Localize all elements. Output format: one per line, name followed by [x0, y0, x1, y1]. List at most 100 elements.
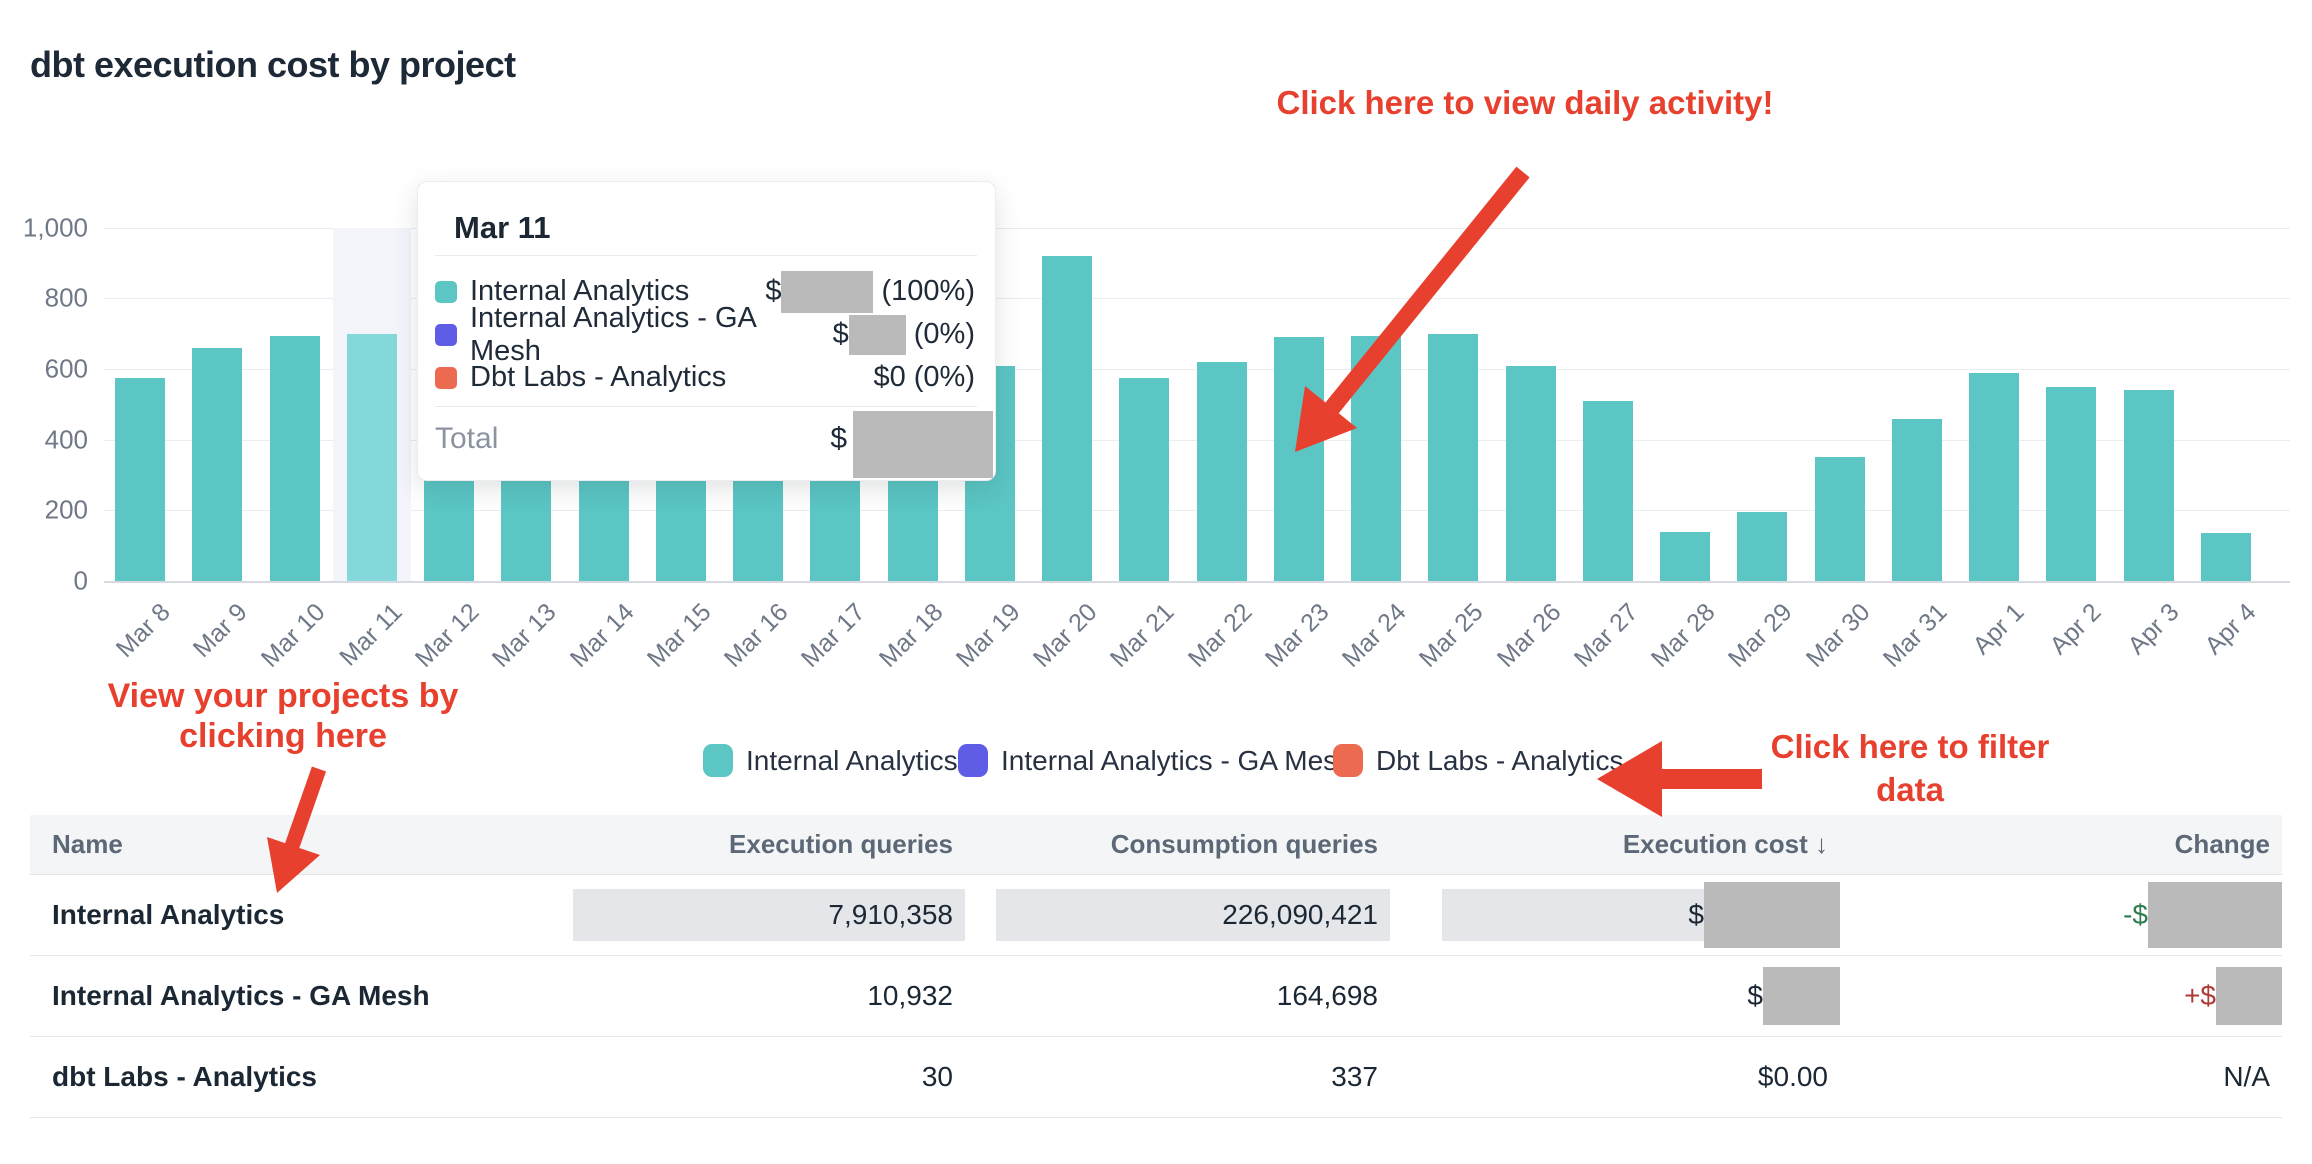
bar-Mar-20[interactable]: [1042, 256, 1092, 581]
bar-Mar-29[interactable]: [1737, 512, 1788, 581]
consumption-queries-cell: 337: [1331, 1061, 1378, 1092]
column-header-execution-cost[interactable]: Execution cost ↓: [1390, 829, 1840, 860]
annotation-filter-line2: data: [1876, 770, 1944, 808]
redacted-value: [1763, 967, 1840, 1025]
project-name-cell[interactable]: Internal Analytics: [52, 899, 285, 930]
x-axis-tick-label: Apr 1: [1967, 598, 2030, 661]
bar-Mar-28[interactable]: [1660, 531, 1710, 581]
bar-Mar-16[interactable]: [733, 478, 783, 581]
y-axis-tick-label: 800: [44, 282, 88, 313]
project-name-cell[interactable]: Internal Analytics - GA Mesh: [52, 980, 430, 1011]
tooltip-series-label: Internal Analytics: [470, 275, 690, 307]
bar-Mar-23[interactable]: [1273, 337, 1324, 581]
bar-Mar-12[interactable]: [424, 478, 474, 581]
gridline: [104, 227, 2290, 229]
y-axis-tick-label: 1,000: [22, 212, 88, 243]
x-axis-tick-label: Mar 21: [1105, 598, 1181, 673]
x-axis-tick-label: Mar 16: [718, 598, 794, 673]
execution-queries-cell: 10,932: [867, 980, 953, 1011]
x-axis-tick-label: Mar 29: [1723, 598, 1799, 673]
bar-Mar-11[interactable]: [346, 333, 397, 581]
x-axis-tick-label: Apr 2: [2044, 598, 2108, 661]
y-axis-tick-label: 200: [44, 494, 88, 525]
bar-Mar-31[interactable]: [1891, 418, 1942, 581]
column-header-execution-queries[interactable]: Execution queries: [729, 829, 953, 859]
bar-Mar-10[interactable]: [269, 335, 320, 581]
change-cell: +$: [1840, 967, 2282, 1025]
project-name-cell[interactable]: dbt Labs - Analytics: [52, 1061, 318, 1092]
series-swatch-icon: [435, 323, 457, 346]
x-axis-tick-label: Mar 19: [950, 598, 1026, 673]
page-title: dbt execution cost by project: [30, 44, 516, 85]
table-header-row: Name Execution queries Consumption queri…: [30, 815, 2282, 875]
change-sign: +$: [2184, 980, 2216, 1011]
bar-Mar-25[interactable]: [1428, 333, 1479, 581]
y-axis-tick-label: 0: [73, 565, 88, 596]
bar-Mar-17[interactable]: [810, 478, 861, 581]
y-axis-tick-label: 400: [44, 424, 88, 455]
bar-Mar-30[interactable]: [1814, 457, 1865, 581]
legend-item-internal-analytics[interactable]: Internal Analytics: [703, 744, 958, 777]
x-axis-tick-label: Mar 23: [1259, 598, 1335, 673]
annotation-view-projects: View your projects by clicking here: [60, 676, 506, 756]
execution-queries-cell: 30: [921, 1061, 953, 1092]
x-axis-tick-label: Mar 26: [1491, 598, 1567, 673]
x-axis-tick-label: Mar 9: [188, 598, 254, 663]
x-axis-tick-label: Mar 31: [1877, 598, 1953, 673]
legend-swatch-icon: [1333, 744, 1363, 777]
bar-Mar-26[interactable]: [1505, 365, 1556, 581]
x-axis-tick-label: Mar 25: [1414, 598, 1490, 673]
x-axis-tick-label: Mar 20: [1027, 598, 1103, 673]
annotation-daily-activity: Click here to view daily activity!: [1276, 84, 1774, 121]
highlighted-value: $: [1442, 889, 1704, 941]
consumption-queries-cell: 164,698: [1276, 980, 1378, 1011]
redacted-value: [1704, 882, 1840, 948]
bar-Mar-15[interactable]: [655, 478, 706, 581]
legend-label: Internal Analytics: [746, 744, 958, 776]
bar-Mar-24[interactable]: [1351, 335, 1401, 581]
tooltip-series-label: Dbt Labs - Analytics: [470, 361, 727, 393]
column-header-change[interactable]: Change: [2174, 829, 2270, 859]
bar-Mar-14[interactable]: [578, 478, 629, 581]
x-axis-tick-label: Mar 14: [564, 598, 640, 673]
execution-cost-cell: $: [1390, 882, 1840, 948]
legend-label: Internal Analytics - GA Mesh: [1001, 744, 1353, 776]
legend-label: Dbt Labs - Analytics: [1376, 744, 1624, 776]
x-axis-tick-label: Mar 13: [487, 598, 563, 673]
bar-Mar-13[interactable]: [501, 478, 552, 581]
tooltip-divider: [435, 406, 977, 407]
annotation-view-projects-line2: clicking here: [179, 717, 387, 756]
consumption-queries-cell: 226,090,421: [965, 889, 1390, 941]
annotation-filter-line1: Click here to filter: [1770, 728, 2050, 765]
execution-cost-cell: $: [1390, 967, 1840, 1025]
tooltip-total-redacted-value: [853, 411, 993, 478]
x-axis-tick-label: Mar 22: [1182, 598, 1258, 673]
column-header-name[interactable]: Name: [52, 829, 123, 859]
bar-Apr-3[interactable]: [2123, 390, 2174, 581]
bar-Apr-4[interactable]: [2200, 533, 2251, 581]
tooltip-series-row: Dbt Labs - Analytics $0 (0%): [435, 356, 975, 399]
table-row-internal-analytics: Internal Analytics 7,910,358 226,090,421 $ -…: [30, 875, 2282, 956]
legend-swatch-icon: [958, 744, 988, 777]
bar-Mar-27[interactable]: [1582, 400, 1633, 581]
column-header-consumption-queries[interactable]: Consumption queries: [1110, 829, 1378, 859]
bar-Apr-1[interactable]: [1969, 372, 2019, 581]
x-axis-tick-label: Apr 4: [2199, 598, 2262, 661]
redacted-value: [848, 314, 906, 355]
tooltip-date: Mar 11: [454, 210, 551, 245]
x-axis-tick-label: Mar 30: [1800, 598, 1876, 673]
bar-Mar-18[interactable]: [887, 478, 938, 581]
bar-Mar-8[interactable]: [115, 377, 165, 581]
series-swatch-icon: [435, 366, 457, 389]
legend-item-internal-analytics-ga-mesh[interactable]: Internal Analytics - GA Mesh: [958, 744, 1353, 777]
bar-Mar-21[interactable]: [1119, 377, 1170, 581]
bar-Apr-2[interactable]: [2046, 386, 2097, 581]
bar-Mar-22[interactable]: [1196, 362, 1247, 581]
tooltip-divider: [435, 255, 977, 256]
tooltip-series-value: $ (100%): [765, 270, 975, 313]
legend-item-dbt-labs-analytics[interactable]: Dbt Labs - Analytics: [1333, 744, 1623, 777]
tooltip-series-row: Internal Analytics $ (100%): [435, 270, 975, 313]
bar-Mar-9[interactable]: [192, 347, 243, 581]
x-axis-tick-label: Mar 8: [110, 598, 176, 663]
